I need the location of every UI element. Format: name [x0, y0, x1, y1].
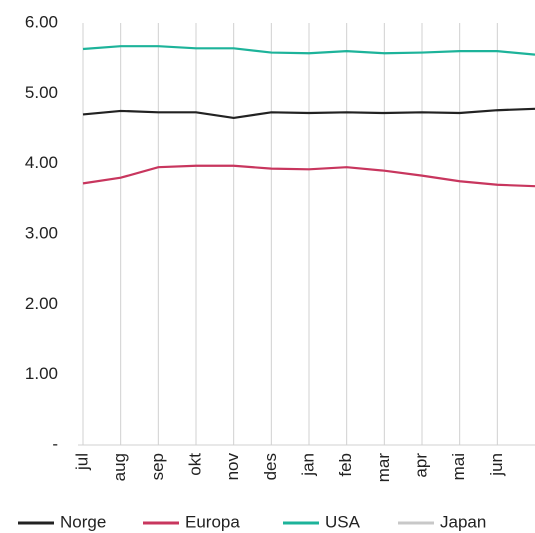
- x-tick-label: sep: [148, 453, 167, 480]
- x-tick-label: des: [261, 453, 280, 480]
- x-tick-label: mar: [374, 453, 393, 483]
- series-line: [82, 164, 535, 188]
- x-tick-label: apr: [411, 453, 430, 478]
- x-tick-label: feb: [336, 453, 355, 477]
- legend-label: Europa: [185, 512, 240, 531]
- x-tick-label: mai: [449, 453, 468, 480]
- x-tick-label: jun: [487, 453, 506, 477]
- x-tick-label: nov: [223, 453, 242, 481]
- y-tick-label: 6.00: [25, 12, 58, 31]
- x-tick-label: jul: [72, 453, 91, 471]
- series-line: [82, 45, 535, 56]
- x-tick-label: jan: [298, 453, 317, 477]
- y-tick-label: 3.00: [25, 223, 58, 242]
- y-tick-label: 2.00: [25, 294, 58, 313]
- y-tick-label: 4.00: [25, 153, 58, 172]
- legend-label: USA: [325, 512, 361, 531]
- legend-label: Norge: [60, 512, 106, 531]
- legend-label: Japan: [440, 512, 486, 531]
- x-tick-label: aug: [110, 453, 129, 481]
- y-tick-label: 1.00: [25, 364, 58, 383]
- x-tick-label: okt: [185, 453, 204, 476]
- y-tick-label: 5.00: [25, 83, 58, 102]
- series-line: [82, 107, 535, 120]
- y-tick-label: -: [52, 434, 58, 453]
